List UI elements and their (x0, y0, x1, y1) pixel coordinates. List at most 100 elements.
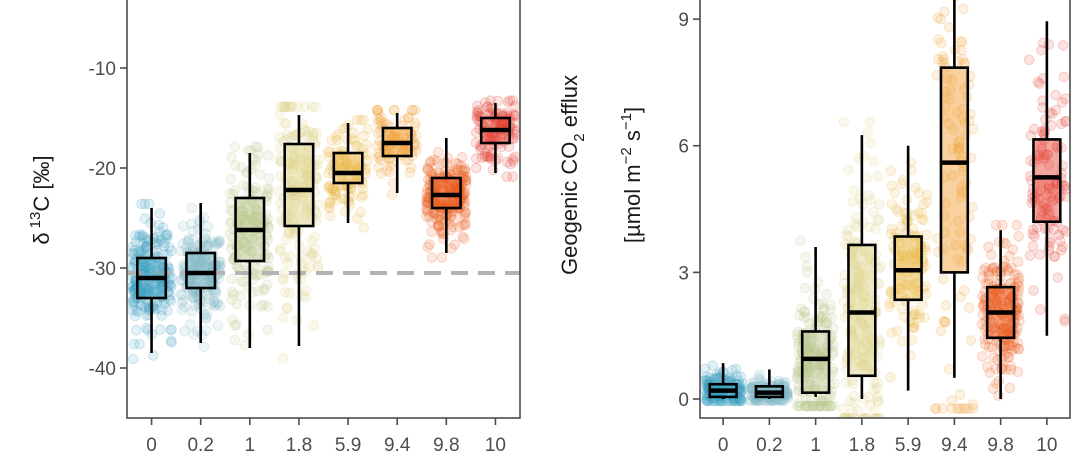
data-point (254, 169, 266, 180)
data-point (289, 198, 300, 209)
data-point (198, 341, 210, 353)
data-point (857, 360, 868, 372)
data-point (281, 302, 293, 314)
data-point (303, 126, 315, 137)
data-point (700, 375, 710, 386)
data-point (301, 130, 313, 142)
data-point (1002, 264, 1014, 275)
data-point (239, 242, 251, 253)
data-point (309, 243, 321, 254)
data-point (872, 395, 884, 407)
data-point (277, 274, 289, 286)
data-point (858, 318, 870, 330)
data-point (250, 182, 261, 194)
data-point (1044, 209, 1055, 221)
data-point (1028, 123, 1040, 135)
data-point (862, 328, 873, 340)
data-point (886, 198, 898, 210)
data-point (1000, 364, 1012, 375)
x-tick-label: 1.8 (849, 435, 875, 456)
data-point (869, 223, 881, 235)
data-point (977, 351, 988, 362)
data-point (703, 395, 714, 407)
data-point (1004, 382, 1016, 394)
data-point (814, 400, 825, 412)
data-point (990, 294, 1002, 306)
data-point (939, 6, 950, 17)
data-point (166, 245, 177, 257)
data-point (938, 54, 950, 65)
data-point (459, 212, 471, 223)
data-point (166, 281, 177, 292)
data-point (794, 310, 805, 321)
data-point (991, 297, 1003, 309)
data-point (1001, 347, 1013, 359)
data-point (804, 400, 815, 412)
data-point (306, 235, 318, 247)
x-tick-label: 0 (146, 435, 157, 456)
data-point (485, 95, 496, 106)
data-point (424, 211, 435, 222)
data-point (340, 157, 352, 169)
data-point (896, 221, 907, 232)
data-point (987, 383, 999, 394)
data-point (818, 303, 830, 314)
data-point (872, 378, 883, 389)
data-point (361, 139, 372, 150)
data-point (782, 392, 794, 404)
panel-border (126, 0, 521, 419)
data-point (872, 396, 884, 407)
data-point (848, 397, 859, 409)
data-point (305, 251, 317, 263)
data-point (186, 202, 197, 214)
data-point (838, 116, 850, 128)
data-point (384, 166, 396, 178)
data-point (955, 36, 967, 48)
data-point (205, 288, 216, 300)
data-point (323, 202, 335, 214)
data-point (278, 101, 289, 113)
data-point (955, 191, 967, 203)
points-group-1.8 (273, 101, 324, 364)
data-point (358, 114, 369, 126)
data-point (186, 291, 198, 303)
data-point (426, 216, 438, 228)
data-point (736, 395, 748, 407)
data-point (355, 206, 366, 218)
data-point (130, 237, 141, 248)
data-point (841, 377, 852, 388)
data-point (442, 152, 454, 164)
data-point (849, 413, 860, 418)
data-point (137, 238, 149, 250)
data-point (508, 156, 519, 167)
data-point (282, 303, 293, 315)
data-point (800, 251, 812, 263)
data-point (1011, 219, 1023, 231)
data-point (1057, 40, 1069, 51)
data-point (504, 95, 516, 106)
data-point (229, 141, 241, 152)
data-point (808, 400, 819, 412)
data-point (862, 341, 874, 352)
data-point (431, 209, 443, 220)
data-point (306, 101, 318, 113)
data-point (899, 253, 911, 265)
data-point (247, 234, 258, 245)
data-point (996, 292, 1007, 304)
data-point (141, 322, 152, 334)
data-point (457, 231, 469, 243)
data-point (277, 312, 289, 323)
data-point (795, 235, 806, 247)
data-point (860, 413, 871, 418)
data-point (300, 209, 311, 220)
data-point (858, 413, 869, 418)
data-point (475, 144, 486, 155)
data-point (209, 240, 221, 251)
data-point (201, 290, 212, 301)
data-point (436, 252, 448, 263)
data-point (872, 391, 883, 402)
data-point (460, 171, 472, 182)
data-point (372, 104, 384, 116)
data-point (131, 305, 143, 316)
data-point (1000, 323, 1012, 335)
